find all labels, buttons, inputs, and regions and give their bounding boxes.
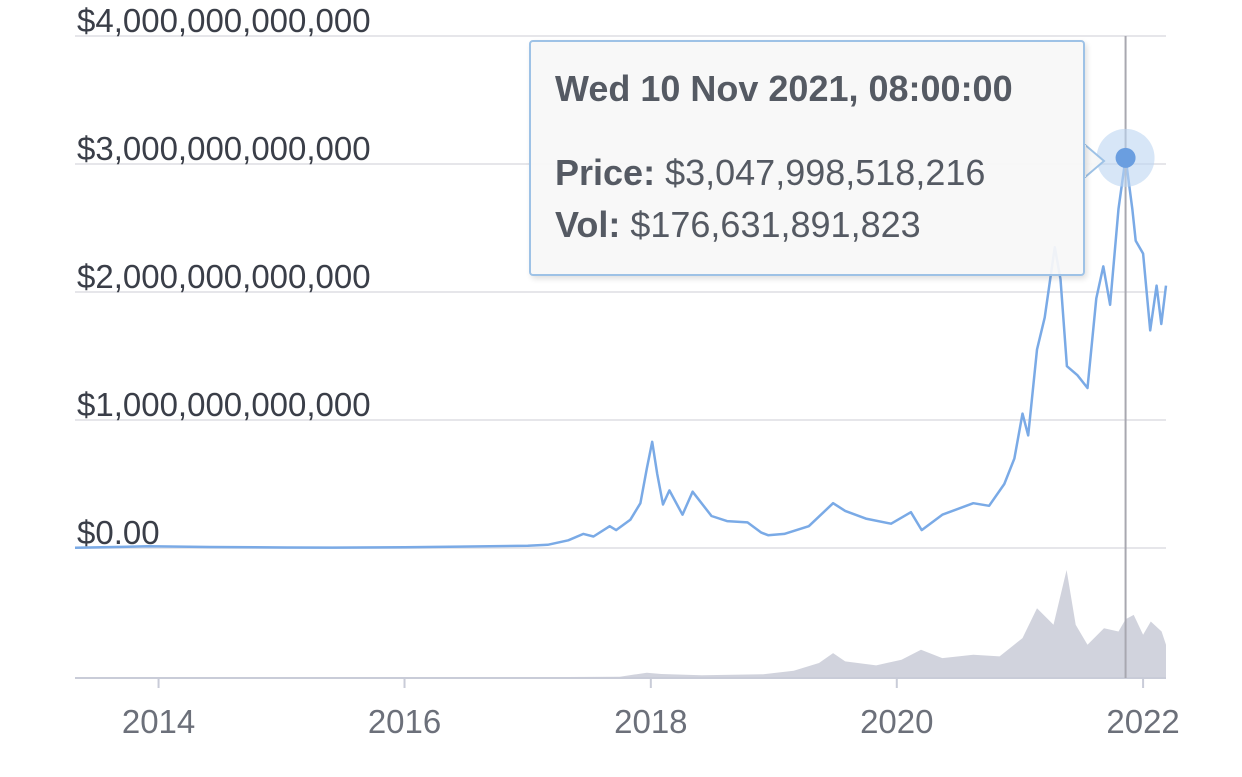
y-tick-label: $2,000,000,000,000 [77, 258, 371, 295]
x-axis-labels: 2014 2016 2018 2020 2022 [122, 678, 1180, 740]
x-tick-label: 2018 [614, 703, 687, 740]
x-tick-label: 2016 [368, 703, 441, 740]
tooltip-price-row: Price: $3,047,998,518,216 [555, 152, 1059, 194]
y-tick-label: $4,000,000,000,000 [77, 2, 371, 39]
y-tick-label: $0.00 [77, 514, 160, 551]
x-tick-label: 2020 [860, 703, 933, 740]
y-axis-labels: $0.00 $1,000,000,000,000 $2,000,000,000,00… [77, 2, 371, 551]
tooltip-vol-label: Vol: [555, 204, 621, 245]
hover-marker[interactable] [1115, 147, 1136, 168]
price-line [74, 156, 1168, 550]
tooltip-price-value: $3,047,998,518,216 [665, 152, 986, 193]
y-tick-label: $1,000,000,000,000 [77, 386, 371, 423]
x-tick-label: 2014 [122, 703, 195, 740]
tooltip-vol-row: Vol: $176,631,891,823 [555, 204, 1059, 246]
tooltip-vol-value: $176,631,891,823 [630, 204, 921, 245]
tooltip-date: Wed 10 Nov 2021, 08:00:00 [555, 68, 1013, 109]
volume-series [75, 570, 1166, 678]
chart-tooltip: Wed 10 Nov 2021, 08:00:00 Price: $3,047,… [529, 40, 1085, 276]
hover-crosshair [1096, 36, 1155, 678]
price-series [74, 156, 1168, 550]
tooltip-arrow [1084, 144, 1106, 178]
y-tick-label: $3,000,000,000,000 [77, 130, 371, 167]
x-tick-label: 2022 [1106, 703, 1179, 740]
volume-area [75, 570, 1166, 678]
tooltip-price-label: Price: [555, 152, 656, 193]
